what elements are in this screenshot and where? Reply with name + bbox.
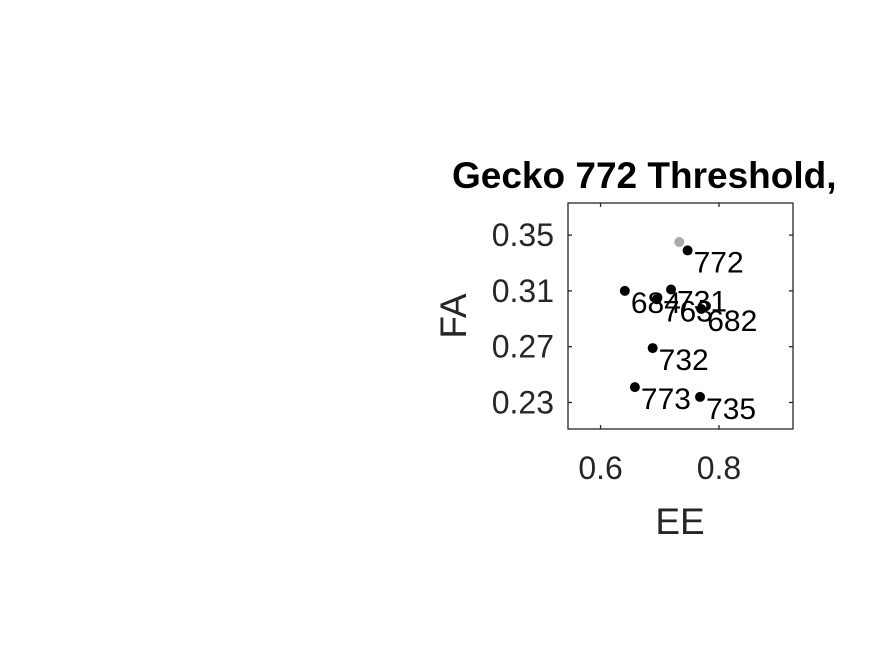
- data-point: [695, 391, 706, 402]
- y-tick-label: 0.31: [492, 273, 554, 309]
- axis-ticks: [568, 203, 793, 429]
- data-point: [696, 304, 707, 315]
- data-label: 682: [707, 305, 757, 338]
- x-axis-label: EE: [655, 501, 704, 542]
- data-label: 731: [677, 285, 727, 318]
- y-axis-label: FA: [433, 293, 474, 339]
- x-tick-labels: 0.6 0.8: [578, 450, 741, 486]
- data-point: [682, 245, 693, 256]
- data-label: 735: [706, 393, 756, 426]
- data-point: [651, 294, 662, 305]
- y-tick-labels: 0.23 0.27 0.31 0.35: [492, 217, 554, 420]
- data-point: [647, 343, 658, 354]
- data-label: 772: [694, 246, 744, 279]
- data-point: [619, 285, 630, 296]
- data-label: 773: [641, 383, 691, 416]
- y-tick-label: 0.23: [492, 384, 554, 420]
- data-label: 732: [659, 344, 709, 377]
- x-tick-label: 0.8: [697, 450, 741, 486]
- data-points: [619, 237, 707, 402]
- x-tick-label: 0.6: [578, 450, 622, 486]
- chart-title: Gecko 772 Threshold,: [452, 155, 837, 196]
- data-point: [674, 237, 685, 248]
- y-tick-label: 0.35: [492, 217, 554, 253]
- data-label: 684: [631, 287, 681, 320]
- y-tick-label: 0.27: [492, 329, 554, 365]
- data-label: 763: [663, 295, 713, 328]
- data-point: [666, 284, 677, 295]
- data-point: [629, 382, 640, 393]
